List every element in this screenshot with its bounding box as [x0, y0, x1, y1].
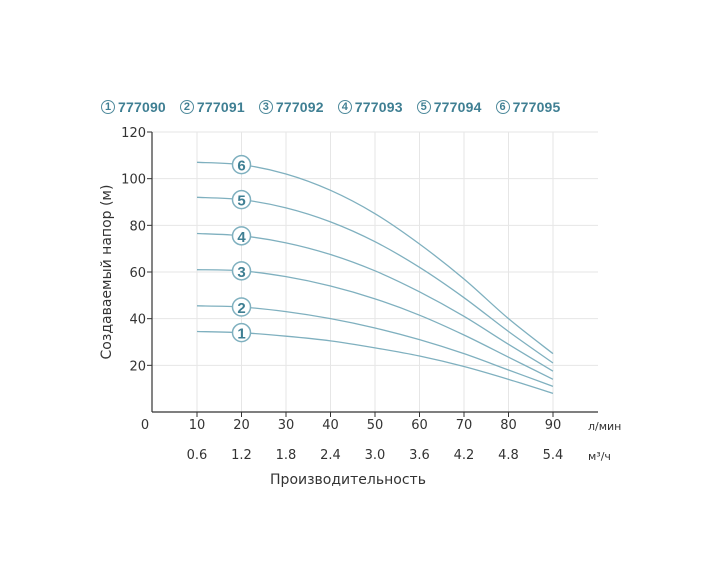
curve-badge-1 — [231, 322, 252, 343]
legend-item-5: 5 777094 — [416, 99, 482, 115]
legend-badge: 3 — [258, 100, 273, 114]
x2-tick-label: 3.6 — [409, 448, 430, 463]
curve-badge-4 — [231, 226, 252, 246]
x-tick-label: 10 — [189, 418, 206, 433]
x-tick-label: 40 — [322, 418, 339, 433]
axes: 20406080100120100.6201.2301.8402.4503.06… — [121, 126, 598, 463]
curve-badge-6 — [231, 154, 252, 175]
curve-badge-label: 1 — [237, 326, 245, 343]
origin-label: 0 — [141, 418, 149, 433]
y-tick-label: 100 — [121, 173, 146, 188]
curve-badge-label: 6 — [237, 158, 245, 175]
x-tick-label: 60 — [411, 418, 428, 433]
legend-label: 777094 — [433, 99, 482, 115]
y-tick-label: 20 — [129, 359, 146, 374]
legend-label: 777090 — [118, 99, 166, 115]
legend-badge: 4 — [337, 100, 352, 114]
x-tick-label: 80 — [500, 418, 517, 433]
x-axis-label: Производительность — [270, 472, 426, 488]
x-tick-label: 70 — [456, 418, 473, 433]
x2-tick-label: 4.8 — [498, 448, 519, 463]
y-axis-label: Создаваемый напор (м) — [99, 185, 115, 360]
legend-item-6: 6 777095 — [495, 99, 561, 115]
grid — [152, 131, 598, 412]
curve-badge-label: 2 — [237, 300, 245, 317]
x2-tick-label: 0.6 — [187, 448, 208, 463]
x-tick-label: 30 — [278, 418, 295, 433]
legend-item-4: 4 777093 — [337, 99, 403, 115]
curve-4 — [196, 232, 554, 372]
legend-label: 777093 — [354, 99, 403, 115]
x-unit-label: л/мин — [588, 420, 621, 433]
curve-2 — [196, 305, 554, 387]
x2-tick-label: 4.2 — [454, 448, 475, 463]
curve-6 — [196, 161, 554, 355]
legend: 1 777090 2 777091 3 777092 4 777093 5 777094 … — [101, 99, 575, 115]
x-tick-label: 20 — [233, 418, 250, 433]
legend-badge: 1 — [101, 100, 115, 114]
x2-tick-label: 2.4 — [320, 448, 341, 463]
curve-badge-label: 3 — [237, 264, 245, 281]
y-tick-label: 40 — [129, 313, 146, 328]
legend-item-1: 1 777090 — [101, 99, 166, 115]
legend-item-2: 2 777091 — [179, 99, 245, 115]
legend-label: 777095 — [512, 99, 561, 115]
legend-label: 777091 — [196, 99, 245, 115]
legend-badge: 6 — [495, 100, 510, 114]
curve-5 — [196, 196, 554, 364]
y-tick-label: 120 — [121, 126, 146, 141]
curve-1 — [196, 330, 554, 394]
x2-tick-label: 1.8 — [276, 448, 297, 463]
y-tick-label: 80 — [129, 219, 146, 234]
curve-3 — [196, 269, 554, 380]
x2-tick-label: 3.0 — [365, 448, 386, 463]
legend-item-3: 3 777092 — [258, 99, 324, 115]
x-tick-label: 50 — [367, 418, 384, 433]
x2-tick-label: 1.2 — [231, 448, 252, 463]
curve-badge-5 — [231, 189, 252, 210]
curve-badges: 1 2 3 4 5 6 — [231, 154, 252, 343]
curves — [196, 161, 554, 394]
x2-unit-label: м³/ч — [588, 450, 611, 463]
x-tick-label: 90 — [545, 418, 562, 433]
legend-badge: 2 — [179, 100, 194, 114]
legend-label: 777092 — [275, 99, 324, 115]
curve-badge-label: 5 — [237, 193, 245, 210]
y-tick-label: 60 — [129, 266, 146, 281]
curve-badge-label: 4 — [237, 229, 246, 246]
legend-badge: 5 — [416, 100, 431, 114]
x2-tick-label: 5.4 — [543, 448, 564, 463]
curve-badge-3 — [231, 261, 252, 281]
curve-badge-2 — [231, 297, 252, 317]
